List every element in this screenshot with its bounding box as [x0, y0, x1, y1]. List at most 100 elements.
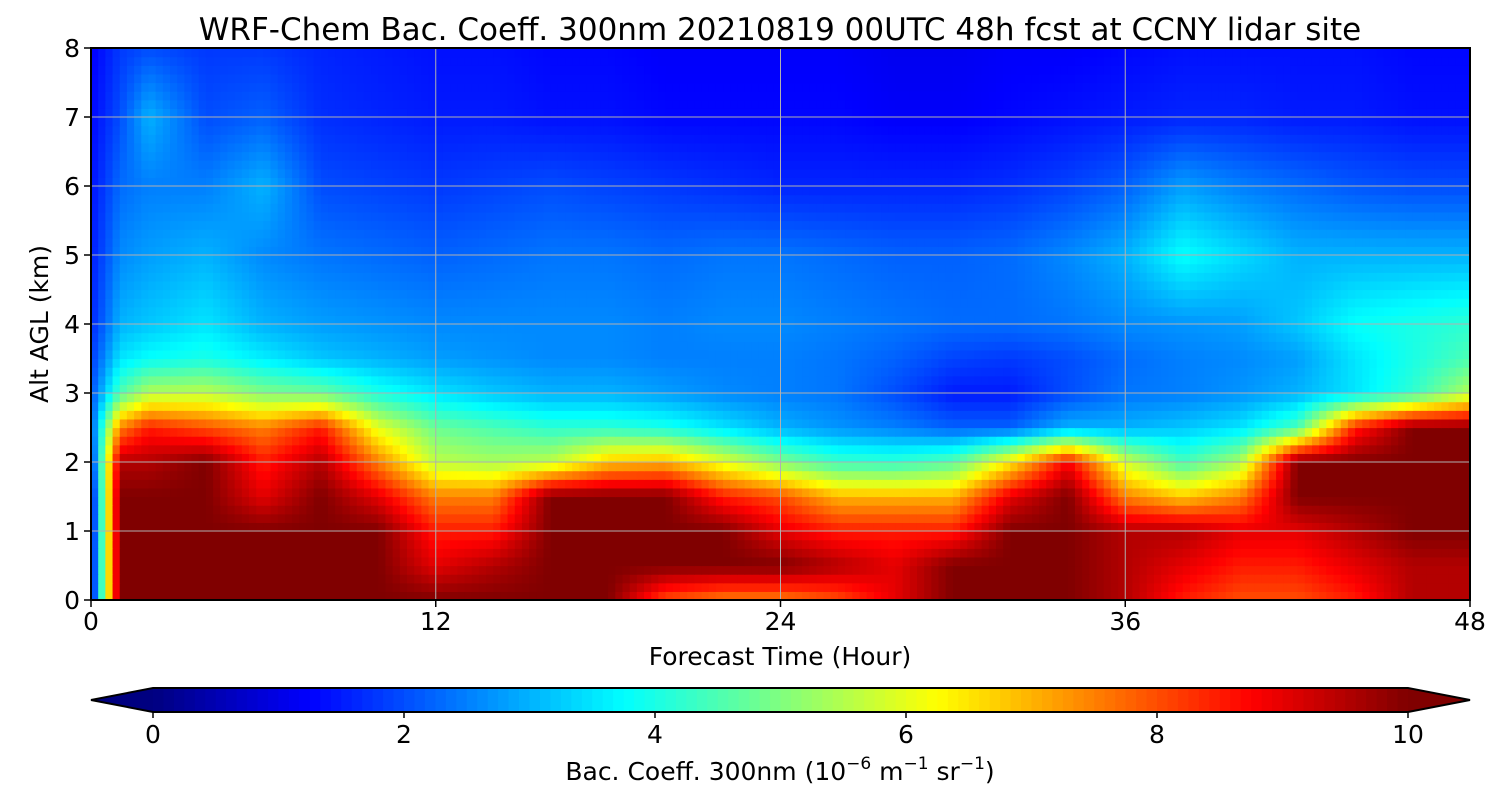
heat-cell [1118, 470, 1126, 480]
heat-cell [1182, 479, 1191, 489]
heat-cell [277, 393, 286, 403]
heat-cell [543, 582, 552, 592]
heat-cell [1082, 462, 1090, 472]
heat-cell [184, 574, 193, 584]
heat-cell [1096, 591, 1105, 600]
heat-cell [787, 401, 796, 411]
heat-cell [1283, 375, 1292, 385]
heat-cell [198, 384, 207, 394]
heat-cell [866, 556, 875, 567]
heat-cell [694, 539, 703, 549]
heat-cell [1067, 462, 1076, 472]
heat-cell [780, 393, 789, 403]
heat-cell [263, 479, 272, 489]
heat-cell [715, 436, 724, 446]
heat-cell [873, 591, 882, 600]
heat-cell [249, 539, 257, 549]
heat-cell [155, 427, 164, 437]
heat-cell [694, 436, 703, 446]
heat-cell [313, 574, 322, 584]
heat-cell [1204, 582, 1213, 592]
heat-cell [1383, 513, 1392, 523]
heat-cell [1017, 556, 1026, 567]
heat-cell [1247, 487, 1256, 498]
heat-cell [1276, 436, 1284, 446]
heat-cell [371, 539, 379, 549]
heat-cell [435, 462, 444, 472]
heat-cell [715, 591, 724, 600]
heat-cell [845, 384, 853, 394]
heat-cell [385, 565, 394, 575]
heat-cell [1304, 393, 1313, 403]
heat-cell [170, 470, 178, 480]
heat-cell [435, 453, 444, 463]
heat-cell [1426, 436, 1435, 446]
heat-cell [945, 479, 954, 489]
heat-cell [1017, 401, 1026, 411]
heat-cell [134, 384, 142, 394]
heat-cell [292, 539, 300, 549]
heat-cell [1175, 548, 1184, 558]
heat-cell [938, 401, 947, 411]
heat-cell [1103, 522, 1112, 532]
heat-cell [1031, 401, 1040, 411]
heat-cell [1175, 436, 1184, 446]
heat-cell [1168, 565, 1177, 575]
heat-cell [809, 401, 818, 411]
heat-cell [550, 531, 559, 541]
heat-cell [1146, 513, 1155, 523]
heat-cell [363, 444, 372, 454]
heat-cell [794, 470, 803, 480]
heat-cell [744, 453, 753, 463]
heat-cell [988, 462, 997, 472]
heat-cell [1096, 574, 1105, 584]
heat-cell [1369, 393, 1378, 403]
heat-cell [191, 582, 200, 592]
heat-cell [328, 531, 336, 541]
heat-cell [1189, 565, 1198, 575]
heat-cell [995, 487, 1004, 498]
heat-cell [198, 487, 207, 498]
heat-cell [1110, 418, 1119, 429]
heat-cell [1261, 556, 1270, 567]
heat-cell [356, 487, 365, 498]
heat-cell [1110, 513, 1119, 523]
heat-cell [263, 548, 272, 558]
heat-cell [220, 513, 229, 523]
heat-cell [651, 556, 659, 567]
heat-cell [1074, 479, 1083, 489]
heat-cell [1031, 375, 1040, 385]
heat-cell [464, 505, 473, 515]
heat-cell [306, 444, 315, 454]
heat-cell [335, 436, 343, 446]
heat-cell [98, 531, 106, 541]
heat-cell [284, 444, 293, 454]
heat-cell [938, 462, 947, 472]
heat-cell [708, 513, 717, 523]
heat-cell [1297, 384, 1306, 394]
heat-cell [1232, 539, 1241, 549]
heat-cell [1412, 513, 1421, 523]
heat-cell [916, 410, 925, 420]
heat-cell [478, 522, 487, 532]
heat-cell [177, 565, 185, 575]
heat-cell [687, 582, 695, 592]
heat-cell [687, 462, 695, 472]
heat-cell [126, 496, 135, 506]
heat-cell [342, 556, 351, 567]
heat-cell [967, 513, 976, 523]
heat-cell [679, 531, 688, 541]
heat-cell [1340, 496, 1349, 506]
heat-cell [1405, 539, 1414, 549]
heat-cell [1369, 496, 1378, 506]
heat-cell [816, 487, 825, 498]
heat-cell [845, 496, 853, 506]
heat-cell [450, 427, 458, 437]
heat-cell [220, 574, 229, 584]
heat-cell [967, 591, 976, 600]
heat-cell [1024, 401, 1033, 411]
heat-cell [557, 574, 566, 584]
heat-cell [536, 539, 545, 549]
heat-cell [112, 410, 121, 420]
heat-cell [787, 487, 796, 498]
